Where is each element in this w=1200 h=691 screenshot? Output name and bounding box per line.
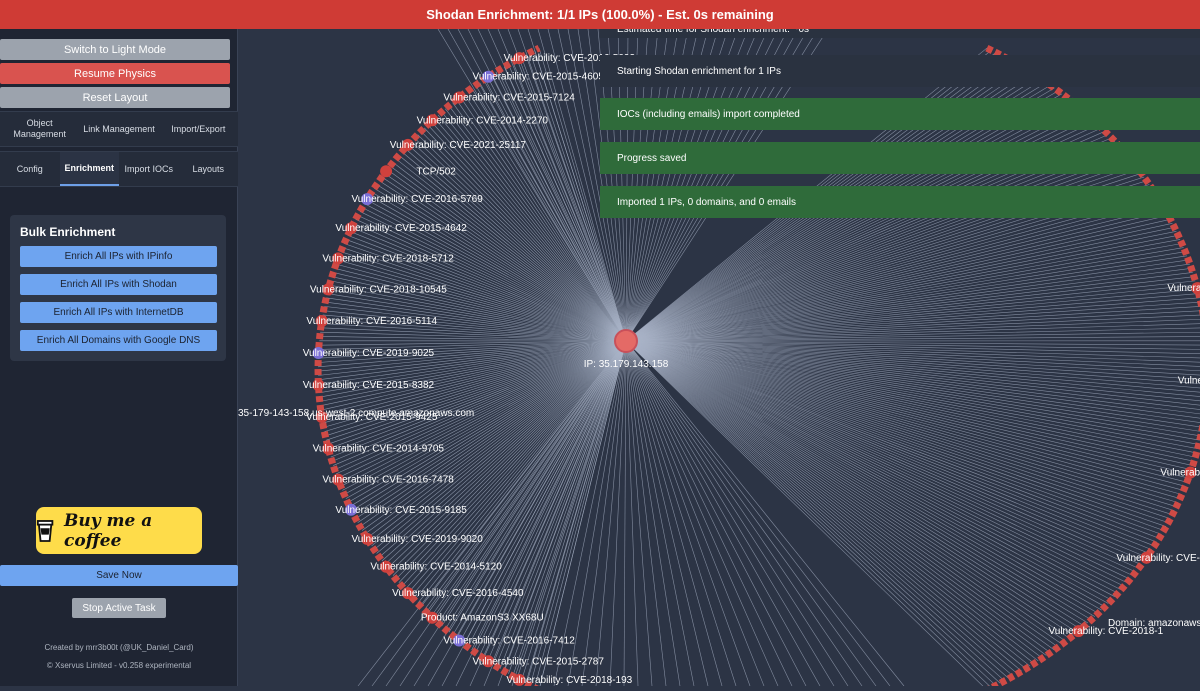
node-label: Vulnerability: CVE-2015-4642	[335, 223, 467, 234]
enrich-google-dns-button[interactable]: Enrich All Domains with Google DNS	[20, 330, 217, 351]
node-label: Vulnerability: CVE-2016-7412	[443, 636, 575, 647]
progress-banner: Shodan Enrichment: 1/1 IPs (100.0%) - Es…	[0, 0, 1200, 29]
resume-physics-button[interactable]: Resume Physics	[0, 63, 230, 84]
domain-node-label: Domain: amazonaws	[1108, 618, 1200, 629]
light-mode-button[interactable]: Switch to Light Mode	[0, 39, 230, 60]
tab-import-iocs[interactable]: Import IOCs	[119, 152, 179, 186]
node-label: Vulnerability: CVE-2016-2	[1116, 553, 1200, 564]
node-label: Vulnerability: CVE-2015-7124	[443, 92, 575, 103]
tab-layouts[interactable]: Layouts	[179, 152, 239, 186]
tab-row-primary: Object Management Link Management Import…	[0, 111, 238, 147]
node-label: Vulnerability: CVE-2015-9185	[335, 505, 467, 516]
node-label: Vulnerability: CVE-2014-2270	[417, 115, 549, 126]
tab-link-management[interactable]: Link Management	[79, 112, 158, 146]
toast-import-complete: IOCs (including emails) import completed	[600, 98, 1200, 130]
node-label: Vulnerability: CVE-2015-2787	[473, 656, 605, 667]
node-label: Product: AmazonS3 XX68U	[421, 613, 544, 624]
node-label: Vulnerability: CVE-2018-10545	[310, 284, 447, 295]
node-label: TCP/502	[416, 166, 456, 177]
enrich-shodan-button[interactable]: Enrich All IPs with Shodan	[20, 274, 217, 295]
node-label: Vulnerability: CVE-2017-2	[1178, 376, 1200, 387]
toast-text: IOCs (including emails) import completed	[617, 109, 800, 120]
node-label: Vulnerability: CVE-2014-9705	[313, 444, 445, 455]
toast-text: Starting Shodan enrichment for 1 IPs	[617, 66, 781, 77]
center-ip-node[interactable]	[615, 330, 637, 352]
sidebar: Switch to Light Mode Resume Physics Rese…	[0, 29, 238, 686]
toast-progress-saved: Progress saved	[600, 142, 1200, 174]
center-ip-label: IP: 35.179.143.158	[584, 359, 669, 370]
node-label: Vulnerability: CVE-2018-5712	[322, 253, 454, 264]
toast-text: Imported 1 IPs, 0 domains, and 0 emails	[617, 197, 796, 208]
credit-copyright: © Xservus Limited - v0.258 experimental	[0, 661, 238, 670]
enrich-internetdb-button[interactable]: Enrich All IPs with InternetDB	[20, 302, 217, 323]
node-label: Vulnerability: CVE-2019-9020	[351, 534, 483, 545]
hostname-label: 35-179-143-158.us-west-2.compute.amazona…	[238, 408, 474, 419]
node-label: Vulnerability: CVE-2016-7478	[322, 475, 454, 486]
credit-author: Created by mrr3b00t (@UK_Daniel_Card)	[0, 643, 238, 652]
node-label: Vulnerability: CVE-2019-9025	[303, 348, 435, 359]
node-label: Vulnerability: CVE-2018-193	[506, 675, 632, 686]
node-label: Vulnerability: CVE-2015-4605	[473, 72, 605, 83]
panel-title: Bulk Enrichment	[20, 225, 115, 239]
tab-config[interactable]: Config	[0, 152, 60, 186]
tab-object-management[interactable]: Object Management	[0, 112, 79, 146]
coffee-label: Buy me a coffee	[64, 511, 202, 551]
node-label: Vulnerability: CVE-2019-1	[1160, 467, 1200, 478]
graph-node[interactable]	[380, 165, 392, 177]
buy-me-a-coffee-button[interactable]: Buy me a coffee	[36, 507, 202, 554]
node-label: Vulnerability: CVE-2015-8382	[303, 380, 435, 391]
enrich-ipinfo-button[interactable]: Enrich All IPs with IPinfo	[20, 246, 217, 267]
tab-import-export[interactable]: Import/Export	[159, 112, 238, 146]
node-label: Vulnerability: CVE-2016-4	[1167, 283, 1200, 294]
tab-enrichment[interactable]: Enrichment	[60, 152, 120, 186]
node-label: Vulnerability: CVE-2016-5114	[306, 316, 437, 327]
coffee-cup-icon	[36, 518, 56, 544]
toast-text: Progress saved	[617, 153, 686, 164]
stop-task-button[interactable]: Stop Active Task	[72, 598, 166, 618]
node-label: Vulnerability: CVE-2021-25117	[390, 140, 527, 151]
node-label: Vulnerability: CVE-2016-4540	[392, 588, 524, 599]
progress-banner-text: Shodan Enrichment: 1/1 IPs (100.0%) - Es…	[426, 7, 774, 22]
toast-imported: Imported 1 IPs, 0 domains, and 0 emails	[600, 186, 1200, 218]
tab-row-secondary: Config Enrichment Import IOCs Layouts	[0, 151, 238, 187]
node-label: Vulnerability: CVE-2014-5120	[370, 562, 502, 573]
node-label: Vulnerability: CVE-2016-5769	[351, 194, 483, 205]
save-now-button[interactable]: Save Now	[0, 565, 238, 586]
reset-layout-button[interactable]: Reset Layout	[0, 87, 230, 108]
toast-start: Starting Shodan enrichment for 1 IPs	[600, 55, 1200, 87]
bulk-enrichment-panel: Bulk Enrichment Enrich All IPs with IPin…	[10, 215, 226, 361]
